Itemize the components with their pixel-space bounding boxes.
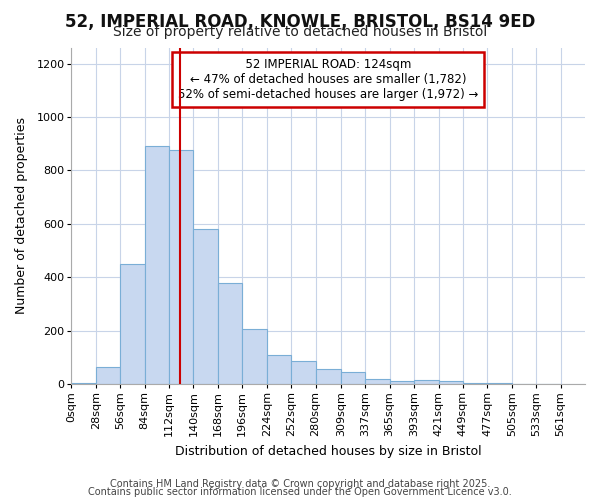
Text: 52 IMPERIAL ROAD: 124sqm  
← 47% of detached houses are smaller (1,782)
52% of s: 52 IMPERIAL ROAD: 124sqm ← 47% of detach… — [178, 58, 478, 100]
Bar — [414, 380, 439, 384]
Text: Contains public sector information licensed under the Open Government Licence v3: Contains public sector information licen… — [88, 487, 512, 497]
Bar — [316, 370, 341, 384]
Bar — [145, 146, 169, 384]
Bar — [365, 380, 389, 384]
Bar — [193, 229, 218, 384]
Bar — [463, 383, 487, 384]
Text: Size of property relative to detached houses in Bristol: Size of property relative to detached ho… — [113, 25, 487, 39]
Bar — [96, 366, 120, 384]
X-axis label: Distribution of detached houses by size in Bristol: Distribution of detached houses by size … — [175, 444, 482, 458]
Bar — [71, 383, 96, 384]
Bar — [218, 282, 242, 384]
Bar — [291, 362, 316, 384]
Text: Contains HM Land Registry data © Crown copyright and database right 2025.: Contains HM Land Registry data © Crown c… — [110, 479, 490, 489]
Text: 52, IMPERIAL ROAD, KNOWLE, BRISTOL, BS14 9ED: 52, IMPERIAL ROAD, KNOWLE, BRISTOL, BS14… — [65, 12, 535, 30]
Bar — [341, 372, 365, 384]
Bar — [267, 354, 291, 384]
Bar — [120, 264, 145, 384]
Bar — [242, 330, 267, 384]
Bar — [169, 150, 193, 384]
Y-axis label: Number of detached properties: Number of detached properties — [15, 118, 28, 314]
Bar — [389, 381, 414, 384]
Bar — [439, 382, 463, 384]
